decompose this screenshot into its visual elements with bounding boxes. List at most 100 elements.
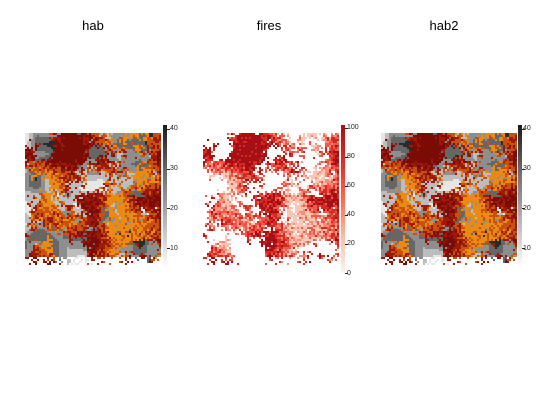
raster-cell: [103, 233, 105, 235]
raster-cell: [43, 225, 45, 227]
raster-cell: [115, 227, 117, 229]
raster-cell: [37, 235, 39, 237]
raster-cell: [107, 153, 109, 155]
raster-cell: [97, 205, 99, 207]
raster-cell: [43, 211, 45, 213]
raster-cell: [235, 153, 237, 155]
raster-cell: [207, 165, 209, 167]
raster-cell: [147, 137, 149, 139]
raster-cell: [113, 231, 115, 233]
raster-cell: [35, 151, 37, 153]
raster-cell: [75, 223, 77, 225]
raster-cell: [139, 235, 141, 237]
raster-cell: [69, 253, 71, 255]
raster-cell: [153, 189, 155, 191]
raster-cell: [159, 165, 161, 167]
raster-cell: [33, 231, 35, 233]
raster-cell: [89, 149, 91, 151]
raster-cell: [97, 223, 99, 225]
raster-cell: [87, 205, 89, 207]
raster-cell: [127, 163, 129, 165]
raster-cell: [251, 147, 253, 149]
raster-cell: [147, 133, 149, 135]
raster-cell: [65, 147, 67, 149]
raster-cell: [117, 217, 119, 219]
raster-cell: [143, 211, 145, 213]
raster-cell: [127, 155, 129, 157]
raster-cell: [253, 135, 255, 137]
raster-cell: [157, 259, 159, 261]
raster-cell: [99, 183, 101, 185]
raster-cell: [145, 205, 147, 207]
raster-cell: [83, 227, 85, 229]
raster-cell: [119, 197, 121, 199]
raster-cell: [95, 231, 97, 233]
raster-cell: [123, 157, 125, 159]
raster-cell: [101, 185, 103, 187]
raster-cell: [111, 245, 113, 247]
raster-cell: [81, 239, 83, 241]
raster-cell: [137, 187, 139, 189]
raster-cell: [55, 175, 57, 177]
raster-cell: [87, 187, 89, 189]
raster-cell: [95, 213, 97, 215]
raster-cell: [31, 149, 33, 151]
raster-cell: [29, 219, 31, 221]
raster-cell: [331, 159, 333, 161]
raster-cell: [127, 199, 129, 201]
raster-cell: [277, 155, 279, 157]
raster-cell: [153, 161, 155, 163]
raster-cell: [107, 181, 109, 183]
raster-cell: [131, 213, 133, 215]
raster-cell: [239, 143, 241, 145]
raster-cell: [151, 249, 153, 251]
raster-cell: [91, 159, 93, 161]
raster-cell: [121, 201, 123, 203]
raster-cell: [79, 167, 81, 169]
raster-cell: [65, 239, 67, 241]
raster-cell: [143, 143, 145, 145]
raster-cell: [77, 133, 79, 135]
raster-cell: [85, 185, 87, 187]
raster-cell: [51, 199, 53, 201]
raster-cell: [97, 203, 99, 205]
raster-cell: [109, 169, 111, 171]
raster-cell: [49, 189, 51, 191]
raster-cell: [67, 259, 69, 261]
raster-cell: [31, 169, 33, 171]
raster-cell: [25, 215, 27, 217]
raster-cell: [211, 155, 213, 157]
raster-cell: [45, 179, 47, 181]
raster-cell: [81, 183, 83, 185]
raster-cell: [289, 163, 291, 165]
raster-cell: [121, 213, 123, 215]
raster-cell: [131, 253, 133, 255]
raster-cell: [37, 143, 39, 145]
raster-cell: [103, 171, 105, 173]
raster-cell: [335, 163, 337, 165]
raster-cell: [31, 163, 33, 165]
raster-cell: [71, 149, 73, 151]
raster-cell: [141, 157, 143, 159]
raster-cell: [117, 151, 119, 153]
raster-cell: [281, 135, 283, 137]
raster-cell: [127, 147, 129, 149]
raster-cell: [85, 165, 87, 167]
raster-cell: [43, 209, 45, 211]
raster-cell: [101, 141, 103, 143]
raster-cell: [113, 157, 115, 159]
raster-cell: [153, 159, 155, 161]
raster-cell: [119, 249, 121, 251]
raster-cell: [125, 171, 127, 173]
raster-cell: [55, 215, 57, 217]
raster-cell: [91, 239, 93, 241]
raster-cell: [31, 183, 33, 185]
raster-cell: [39, 185, 41, 187]
raster-cell: [269, 143, 271, 145]
raster-cell: [131, 185, 133, 187]
raster-cell: [331, 135, 333, 137]
raster-cell: [159, 161, 161, 163]
raster-cell: [115, 211, 117, 213]
raster-cell: [159, 181, 161, 183]
raster-cell: [123, 229, 125, 231]
